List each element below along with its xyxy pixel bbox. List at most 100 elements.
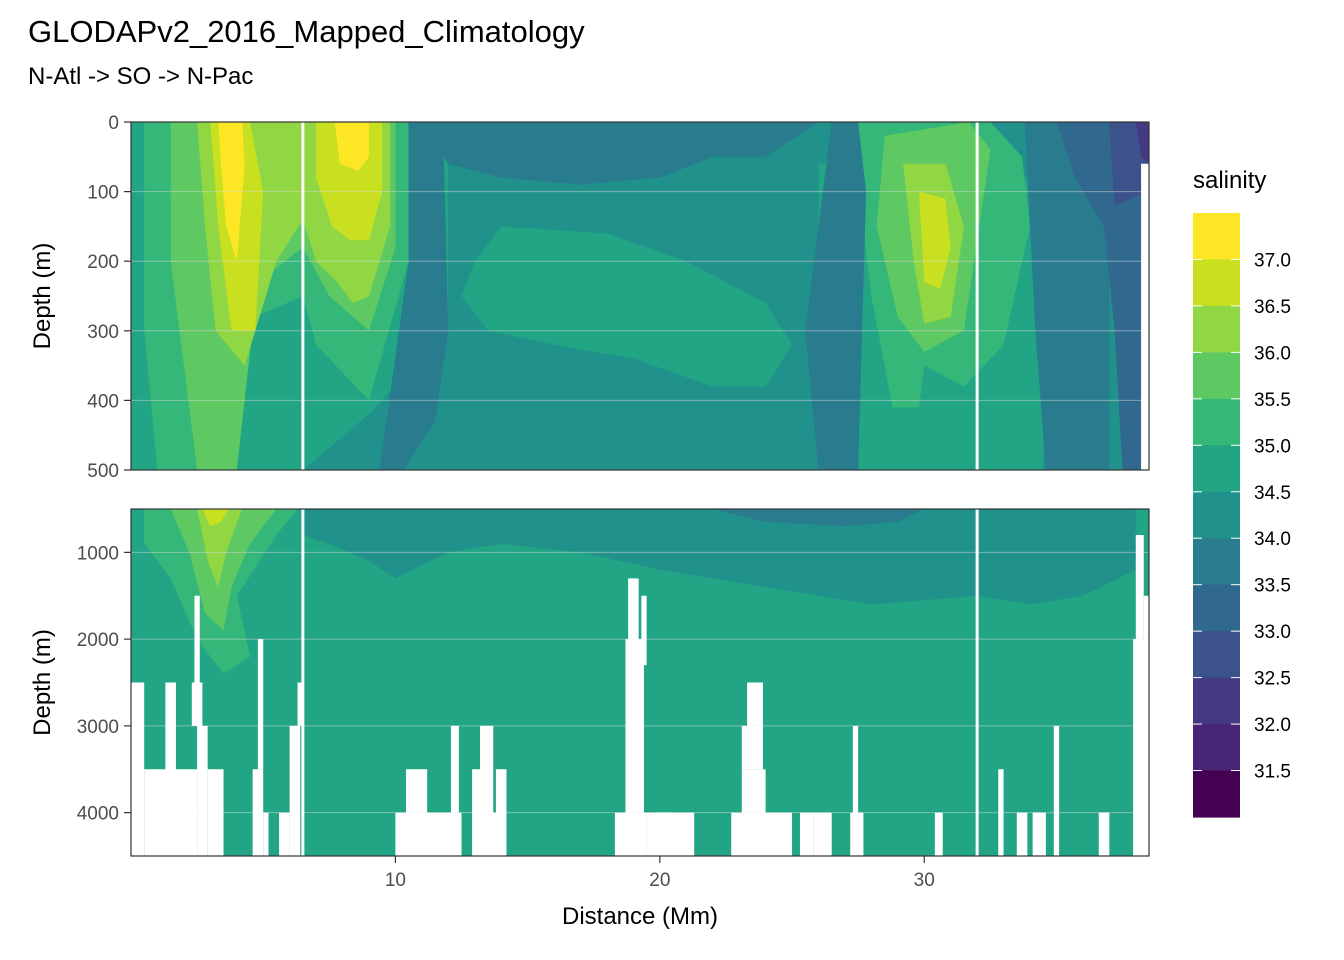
seafloor-cell-lower-12 bbox=[297, 682, 303, 726]
seafloor-cell-lower-11 bbox=[289, 725, 301, 856]
y-axis-label-lower: Depth (m) bbox=[29, 629, 56, 736]
seafloor-cell-lower-42 bbox=[1143, 595, 1149, 640]
y-tick-label-upper-3: 300 bbox=[87, 322, 119, 343]
seafloor-cell-lower-32 bbox=[850, 812, 864, 856]
salinity-region-upper-15 bbox=[421, 122, 819, 185]
legend-label-10: 32.0 bbox=[1254, 715, 1291, 736]
seafloor-cell-lower-20 bbox=[614, 812, 647, 856]
legend-swatch-9 bbox=[1193, 631, 1240, 679]
seafloor-cell-lower-26 bbox=[731, 812, 793, 856]
legend-label-11: 31.5 bbox=[1254, 762, 1291, 783]
salinity-region-upper-17 bbox=[805, 122, 867, 470]
seafloor-cell-lower-36 bbox=[1016, 812, 1028, 856]
seafloor-cell-lower-21 bbox=[625, 639, 644, 813]
seafloor-cell-lower-6 bbox=[194, 595, 200, 700]
seafloor-cell-upper-0 bbox=[1141, 163, 1149, 470]
y-tick-label-lower-1: 2000 bbox=[77, 630, 119, 651]
salinity-region-upper-16 bbox=[379, 122, 449, 470]
legend-swatch-1 bbox=[1193, 259, 1240, 307]
y-tick-label-upper-4: 400 bbox=[87, 391, 119, 412]
seafloor-cell-lower-10 bbox=[279, 812, 290, 856]
x-axis: 10 20 30 bbox=[385, 856, 935, 891]
legend-labels: 37.0 36.5 36.0 35.5 35.0 34.5 34.0 33.5 33.0 32.5… bbox=[1254, 250, 1291, 782]
legend-label-2: 36.0 bbox=[1254, 343, 1291, 364]
legend-swatch-7 bbox=[1193, 538, 1240, 586]
seafloor-cell-lower-9 bbox=[263, 812, 269, 856]
legend-label-3: 35.5 bbox=[1254, 390, 1291, 411]
seafloor-cell-lower-22 bbox=[628, 578, 639, 640]
y-tick-label-upper-1: 100 bbox=[87, 183, 119, 204]
legend-swatch-11 bbox=[1193, 724, 1240, 772]
seafloor-cell-lower-39 bbox=[1098, 812, 1110, 856]
seafloor-cell-lower-7 bbox=[252, 769, 264, 856]
legend-label-0: 37.0 bbox=[1254, 250, 1291, 271]
y-tick-label-lower-2: 3000 bbox=[77, 717, 119, 738]
y-tick-label-upper-0: 0 bbox=[108, 113, 119, 134]
panel-border-lower bbox=[130, 508, 1150, 857]
seafloor-cell-lower-25 bbox=[654, 812, 695, 856]
seafloor-cell-lower-30 bbox=[799, 812, 814, 856]
seafloor-cell-lower-27 bbox=[741, 769, 766, 813]
seafloor-cell-lower-14 bbox=[405, 769, 428, 813]
x-tick-label-0: 10 bbox=[385, 870, 406, 891]
salinity-region-lower-6 bbox=[202, 509, 229, 527]
y-tick-label-upper-5: 500 bbox=[87, 461, 119, 482]
salinity-region-lower-1 bbox=[302, 509, 1136, 605]
legend-swatch-5 bbox=[1193, 445, 1240, 493]
legend-label-5: 34.5 bbox=[1254, 483, 1291, 504]
x-tick-label-1: 20 bbox=[649, 870, 670, 891]
seafloor-cell-lower-40 bbox=[1133, 639, 1149, 856]
legend-swatch-0 bbox=[1193, 213, 1240, 261]
x-axis-label: Distance (Mm) bbox=[562, 903, 718, 930]
legend-swatch-2 bbox=[1193, 305, 1240, 353]
legend-label-4: 35.0 bbox=[1254, 436, 1291, 457]
legend-colorbar bbox=[1193, 213, 1240, 818]
legend-label-8: 33.0 bbox=[1254, 622, 1291, 643]
salinity-region-upper-12 bbox=[919, 191, 951, 289]
chart-title: GLODAPv2_2016_Mapped_Climatology bbox=[28, 14, 585, 49]
legend-label-9: 32.5 bbox=[1254, 669, 1291, 690]
seafloor-cell-lower-4 bbox=[191, 682, 203, 726]
seafloor-cell-lower-41 bbox=[1135, 535, 1144, 640]
seafloor-cell-lower-34 bbox=[934, 812, 943, 856]
seafloor-cell-lower-16 bbox=[472, 769, 483, 856]
seafloor-cell-lower-8 bbox=[257, 639, 264, 770]
salinity-legend: salinity 37.0 36.5 36.0 35.5 35.0 34.5 34.0 33.… bbox=[1193, 167, 1291, 818]
seafloor-cell-lower-33 bbox=[852, 725, 859, 813]
legend-swatch-6 bbox=[1193, 491, 1240, 539]
seafloor-cell-lower-0 bbox=[131, 682, 145, 856]
seafloor-cell-lower-37 bbox=[1032, 812, 1046, 856]
upper-depth-panel: 0 100 200 300 400 500 Depth (m) bbox=[29, 113, 1150, 482]
legend-label-6: 34.0 bbox=[1254, 529, 1291, 550]
seafloor-cell-lower-35 bbox=[998, 769, 1004, 856]
seafloor-cell-lower-28 bbox=[741, 725, 763, 770]
lower-depth-panel: 1000 2000 3000 4000 Depth (m) bbox=[29, 508, 1150, 857]
seafloor-cell-lower-19 bbox=[487, 812, 502, 856]
x-tick-label-2: 30 bbox=[914, 870, 935, 891]
salinity-region-upper-2 bbox=[461, 226, 792, 387]
legend-swatch-3 bbox=[1193, 352, 1240, 400]
legend-swatch-4 bbox=[1193, 398, 1240, 446]
seafloor-cell-lower-31 bbox=[813, 812, 832, 856]
seafloor-cell-lower-5 bbox=[207, 769, 224, 856]
seafloor-cell-lower-23 bbox=[641, 595, 647, 666]
salinity-region-upper-14 bbox=[334, 122, 369, 171]
y-tick-label-lower-3: 4000 bbox=[77, 804, 119, 825]
legend-swatch-12 bbox=[1193, 770, 1240, 818]
seafloor-cell-lower-3 bbox=[197, 725, 208, 856]
salinity-region-lower-2 bbox=[712, 509, 925, 527]
seafloor-cell-lower-38 bbox=[1053, 725, 1060, 856]
salinity-region-upper-18 bbox=[1024, 122, 1110, 470]
chart-subtitle: N-Atl -> SO -> N-Pac bbox=[28, 63, 253, 90]
y-tick-label-lower-0: 1000 bbox=[77, 543, 119, 564]
salinity-region-lower-5 bbox=[197, 509, 243, 588]
seafloor-cell-lower-29 bbox=[747, 682, 763, 726]
seafloor-cell-lower-2 bbox=[165, 682, 176, 856]
legend-swatch-10 bbox=[1193, 677, 1240, 725]
legend-label-1: 36.5 bbox=[1254, 297, 1291, 318]
y-axis-label-upper: Depth (m) bbox=[29, 243, 56, 350]
seafloor-cell-lower-15 bbox=[450, 725, 459, 813]
legend-title: salinity bbox=[1193, 167, 1266, 194]
legend-swatch-8 bbox=[1193, 584, 1240, 632]
